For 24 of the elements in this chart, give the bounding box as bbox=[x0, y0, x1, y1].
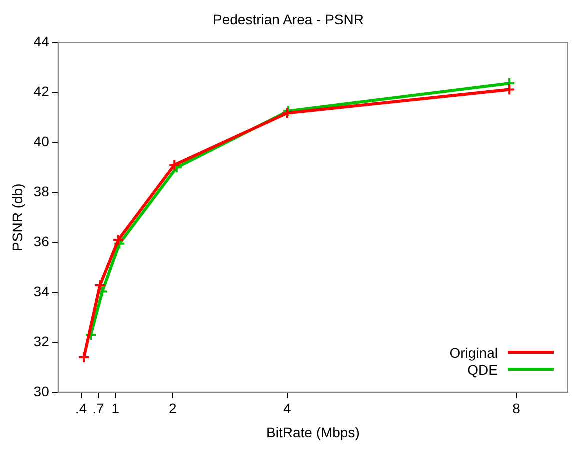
x-tick-label: 1 bbox=[112, 400, 120, 417]
x-tick-label: 8 bbox=[512, 400, 521, 417]
x-tick-label: .7 bbox=[92, 400, 104, 417]
point bbox=[504, 84, 516, 96]
point bbox=[78, 351, 90, 364]
x-tick-label: 2 bbox=[168, 400, 177, 417]
y-tick-label: 30 bbox=[34, 383, 50, 400]
legend-label: QDE bbox=[468, 362, 498, 378]
y-tick-label: 42 bbox=[34, 84, 50, 100]
x-tick-label: .4 bbox=[75, 400, 88, 417]
y-tick-label: 36 bbox=[34, 233, 50, 250]
chart-title: Pedestrian Area - PSNR bbox=[213, 11, 364, 28]
point bbox=[94, 280, 106, 292]
y-tick-label: 44 bbox=[34, 34, 50, 50]
y-axis-title: PSNR (db) bbox=[9, 184, 26, 252]
point bbox=[168, 159, 181, 172]
y-tick-label: 34 bbox=[34, 283, 50, 300]
y-tick-label: 40 bbox=[34, 134, 50, 150]
x-axis-title: BitRate (Mbps) bbox=[266, 424, 360, 440]
y-tick-label: 32 bbox=[34, 333, 50, 350]
y-tick-label: 38 bbox=[34, 183, 50, 200]
legend-label: Original bbox=[450, 344, 498, 361]
point bbox=[112, 234, 124, 246]
x-tick-label: 4 bbox=[284, 400, 292, 417]
